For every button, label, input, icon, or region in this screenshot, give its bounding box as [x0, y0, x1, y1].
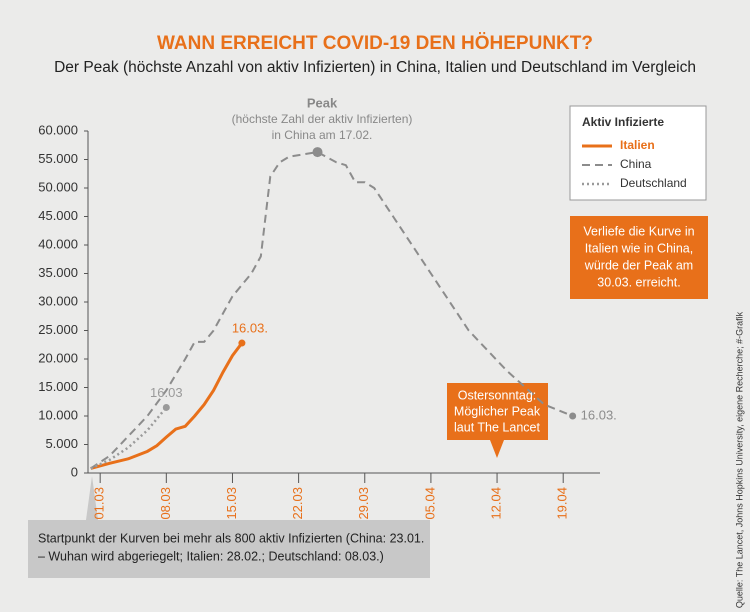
y-tick-label: 35.000: [38, 265, 78, 280]
start-pointer: [86, 476, 98, 520]
x-tick-label: 08.03: [158, 487, 173, 520]
easter-note: Möglicher Peak: [454, 404, 541, 418]
x-tick-label: 29.03: [356, 487, 371, 520]
start-note: Startpunkt der Kurven bei mehr als 800 a…: [38, 531, 424, 545]
projection-box: [570, 216, 708, 299]
start-note: – Wuhan wird abgeriegelt; Italien: 28.02…: [38, 549, 384, 563]
projection-note: 30.03. erreicht.: [597, 275, 680, 289]
end-label: 16.03: [150, 385, 183, 400]
legend-label: China: [620, 157, 652, 171]
projection-note: Italien wie in China,: [585, 241, 693, 255]
easter-note: laut The Lancet: [454, 420, 540, 434]
end-label: 16.03.: [581, 407, 617, 422]
legend-title: Aktiv Infizierte: [582, 115, 664, 129]
y-tick-label: 0: [71, 464, 78, 479]
series-line: [90, 342, 244, 470]
peak-annotation: (höchste Zahl der aktiv Infizierten): [232, 112, 413, 126]
x-tick-label: 19.04: [555, 487, 570, 520]
y-tick-label: 50.000: [38, 179, 78, 194]
y-tick-label: 15.000: [38, 379, 78, 394]
x-tick-label: 05.04: [422, 487, 437, 520]
x-tick-label: 12.04: [488, 487, 503, 520]
projection-note: würde der Peak am: [584, 258, 693, 272]
end-point: [569, 412, 577, 420]
legend-label: Deutschland: [620, 176, 687, 190]
y-tick-label: 20.000: [38, 350, 78, 365]
end-label: 16.03.: [232, 320, 268, 335]
source: Quelle: The Lancet, Johns Hopkins Univer…: [734, 311, 744, 608]
y-tick-label: 40.000: [38, 236, 78, 251]
y-tick-label: 25.000: [38, 322, 78, 337]
peak-annotation: Peak: [307, 95, 338, 110]
y-tick-label: 5.000: [45, 436, 78, 451]
peak-annotation: in China am 17.02.: [272, 128, 373, 142]
easter-note: Ostersonntag:: [458, 388, 537, 402]
series-line: [90, 151, 574, 470]
y-tick-label: 10.000: [38, 407, 78, 422]
y-tick-label: 30.000: [38, 293, 78, 308]
chart-subtitle: Der Peak (höchste Anzahl von aktiv Infiz…: [54, 59, 696, 76]
chart-title: WANN ERREICHT COVID-19 DEN HÖHEPUNKT?: [157, 33, 593, 54]
legend-label: Italien: [620, 138, 655, 152]
y-tick-label: 45.000: [38, 208, 78, 223]
x-tick-label: 15.03: [224, 487, 239, 520]
projection-note: Verliefe die Kurve in: [583, 224, 694, 238]
end-point: [238, 339, 246, 347]
start-note-box: [28, 520, 430, 578]
peak-point: [312, 147, 323, 158]
y-tick-label: 60.000: [38, 122, 78, 137]
x-tick-label: 22.03: [290, 487, 305, 520]
y-tick-label: 55.000: [38, 151, 78, 166]
easter-pointer: [490, 440, 504, 458]
x-tick-label: 01.03: [92, 487, 107, 520]
end-point: [162, 403, 170, 411]
